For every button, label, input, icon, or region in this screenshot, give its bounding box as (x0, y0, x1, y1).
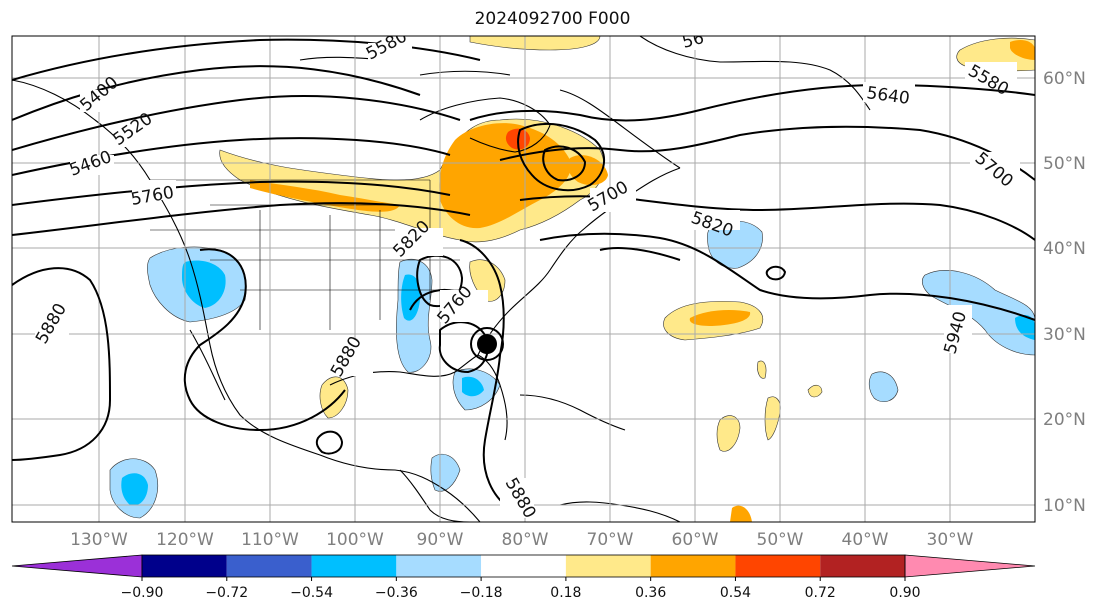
lon-label-40w: 40°W (842, 530, 889, 550)
colorbar-swatch (565, 555, 651, 577)
latitude-labels: 60°N 50°N 40°N 30°N 20°N 10°N (1043, 69, 1086, 516)
shade-yellow-small-2 (757, 360, 767, 379)
shade-yellow-caribbean-1 (716, 415, 741, 452)
colorbar-tick-label: −0.36 (375, 585, 418, 601)
colorbar-tick-label: −0.90 (121, 585, 164, 601)
contour-label-group: 5580 5400 5520 5460 5760 5640 5580 5700 … (32, 28, 1020, 522)
colorbar-tick-label: 0.72 (805, 585, 836, 601)
colorbar-tick-label: 0.54 (720, 585, 751, 601)
shade-orange-northeast (1010, 40, 1035, 60)
colorbar-arrow-low (11, 554, 143, 578)
shade-orange-atlantic (689, 310, 751, 326)
colorbar-swatch (481, 555, 566, 577)
lon-label-50w: 50°W (757, 530, 804, 550)
lon-label-70w: 70°W (587, 530, 634, 550)
colorbar-swatch (226, 555, 312, 577)
colorbar-tick-label: 0.90 (889, 585, 920, 601)
shade-orange-great-lakes (439, 123, 571, 229)
lat-label-40n: 40°N (1043, 239, 1086, 259)
shade-yellow-small-1 (807, 384, 823, 398)
colorbar-tick-label: 0.36 (635, 585, 666, 601)
colorbar-swatch (311, 555, 397, 577)
lat-label-60n: 60°N (1043, 69, 1086, 89)
colorbar-tick-label: −0.54 (290, 585, 333, 601)
lon-label-120w: 120°W (156, 530, 214, 550)
lat-label-20n: 20°N (1043, 410, 1086, 430)
lon-label-110w: 110°W (241, 530, 299, 550)
colorbar-swatch (650, 555, 736, 577)
colorbar-swatch (142, 555, 227, 577)
coastline-hudson-bay (419, 97, 551, 153)
lon-label-30w: 30°W (927, 530, 974, 550)
shade-yellow-caribbean-3 (730, 505, 752, 522)
colorbar: −0.90 −0.72 −0.54 −0.36 −0.18 0.18 0.36 0.54 0.7… (11, 554, 1036, 601)
colorbar-swatch (820, 555, 905, 577)
shade-yellow-greenland (469, 36, 601, 51)
lon-label-100w: 100°W (326, 530, 384, 550)
shade-blue-gulf (401, 274, 421, 321)
colorbar-tick-label: −0.18 (460, 585, 503, 601)
lon-label-130w: 130°W (70, 530, 128, 550)
colorbar-swatch (735, 555, 821, 577)
coastline-baja (189, 329, 226, 401)
shade-blue-southwest (182, 260, 226, 308)
map-title: 2024092700 F000 (474, 9, 631, 29)
longitude-labels: 130°W 120°W 110°W 100°W 90°W 80°W 70°W 6… (70, 530, 974, 550)
height-contours (12, 38, 1035, 516)
hurricane-center (470, 327, 504, 361)
coastline-greenland (639, 36, 871, 111)
colorbar-tick-label: 0.18 (550, 585, 581, 601)
shade-lightblue-mexico (430, 454, 461, 492)
shade-lightblue-atlantic-east (707, 220, 763, 269)
coastline-central-america (399, 469, 471, 522)
lon-label-80w: 80°W (502, 530, 549, 550)
gridlines (12, 36, 1035, 522)
map-frame-border (11, 35, 1036, 523)
contour-label: 56 (680, 28, 706, 53)
lat-label-10n: 10°N (1043, 496, 1086, 516)
colorbar-arrow-high (904, 554, 1036, 578)
lat-label-50n: 50°N (1043, 154, 1086, 174)
coastline-cuba (519, 394, 626, 431)
coastline-labrador (559, 89, 681, 169)
colorbar-tick-label: −0.72 (205, 585, 248, 601)
colorbar-outline (141, 554, 906, 578)
coastline-gulf (329, 354, 508, 441)
shade-blue-florida (462, 376, 484, 397)
lon-label-90w: 90°W (417, 530, 464, 550)
shade-blue-pacific (121, 473, 148, 506)
shade-lightblue-mid-atlantic (868, 371, 899, 403)
colorbar-swatch (396, 555, 482, 577)
shade-yellow-caribbean-2 (764, 396, 781, 441)
lat-label-30n: 30°N (1043, 325, 1086, 345)
lon-label-60w: 60°W (672, 530, 719, 550)
